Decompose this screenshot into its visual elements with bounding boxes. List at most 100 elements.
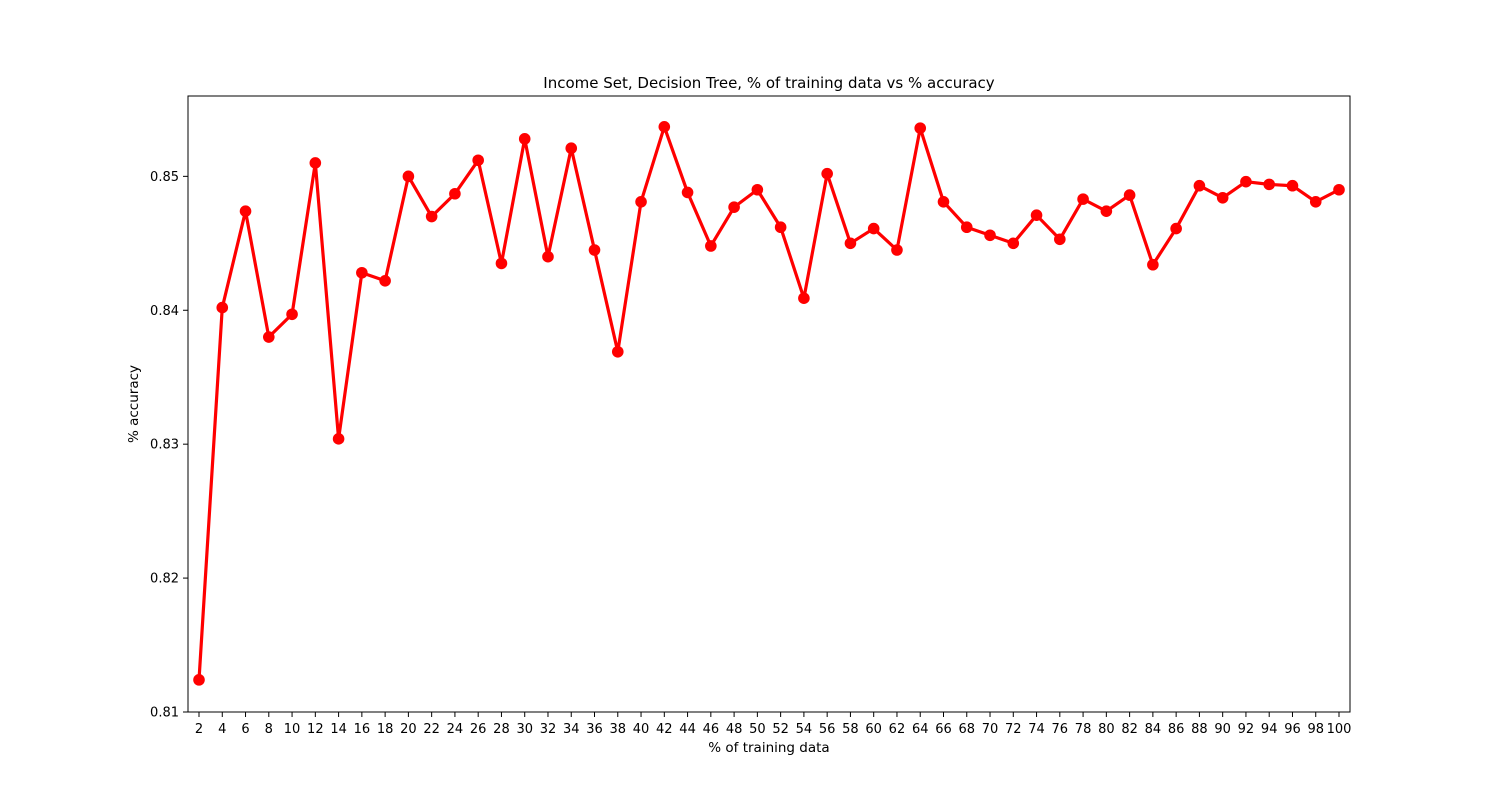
data-point bbox=[798, 292, 810, 305]
data-point bbox=[309, 157, 322, 169]
data-point bbox=[425, 210, 438, 223]
y-tick-label: 0.82 bbox=[150, 572, 179, 587]
x-tick-label: 34 bbox=[563, 722, 580, 737]
y-tick-label: 0.84 bbox=[150, 304, 179, 319]
x-tick-label: 62 bbox=[889, 722, 906, 737]
data-point bbox=[402, 170, 415, 183]
x-tick-label: 78 bbox=[1075, 722, 1092, 737]
x-tick-label: 6 bbox=[241, 722, 249, 737]
x-tick-label: 36 bbox=[586, 722, 603, 737]
x-tick-label: 68 bbox=[958, 722, 975, 737]
data-point bbox=[658, 121, 671, 133]
data-point bbox=[891, 244, 903, 256]
y-axis: 0.81 0.82 0.83 0.84 0.85 bbox=[150, 170, 188, 721]
data-point bbox=[1309, 195, 1322, 208]
x-tick-label: 54 bbox=[796, 722, 813, 737]
data-point bbox=[914, 122, 927, 134]
x-tick-label: 92 bbox=[1238, 722, 1255, 737]
data-point bbox=[681, 186, 694, 199]
x-tick-label: 88 bbox=[1191, 722, 1208, 737]
series-layer bbox=[193, 121, 1345, 686]
data-point bbox=[1007, 237, 1020, 250]
x-axis-label: % of training data bbox=[708, 740, 829, 756]
x-tick-label: 86 bbox=[1168, 722, 1185, 737]
data-point bbox=[1263, 178, 1276, 191]
x-tick-label: 28 bbox=[493, 722, 510, 737]
x-tick-label: 72 bbox=[1005, 722, 1022, 737]
data-point bbox=[518, 133, 531, 145]
data-point bbox=[588, 244, 601, 256]
x-tick-label: 26 bbox=[470, 722, 487, 737]
x-tick-label: 8 bbox=[265, 722, 273, 737]
data-point bbox=[472, 154, 484, 167]
data-point bbox=[1100, 205, 1113, 217]
x-tick-label: 32 bbox=[540, 722, 557, 737]
x-tick-label: 58 bbox=[842, 722, 859, 737]
x-tick-label: 50 bbox=[749, 722, 766, 737]
x-tick-label: 20 bbox=[400, 722, 417, 737]
data-point bbox=[774, 221, 787, 234]
data-point bbox=[937, 195, 950, 208]
data-point bbox=[356, 266, 368, 279]
x-tick-label: 76 bbox=[1052, 722, 1069, 737]
x-tick-label: 80 bbox=[1098, 722, 1115, 737]
data-point bbox=[379, 275, 391, 287]
y-tick-label: 0.81 bbox=[150, 706, 179, 721]
x-tick-label: 4 bbox=[218, 722, 226, 737]
data-point bbox=[565, 142, 578, 155]
data-point bbox=[1030, 209, 1043, 221]
data-point bbox=[751, 183, 764, 196]
data-point bbox=[1123, 189, 1136, 201]
x-tick-label: 46 bbox=[703, 722, 720, 737]
x-axis: 2 4 6 8 10 12 14 16 18 20 22 24 26 28 30 32 34 36 38 40 42 44… bbox=[195, 712, 1352, 737]
x-tick-label: 52 bbox=[772, 722, 789, 737]
x-tick-label: 48 bbox=[726, 722, 743, 737]
data-point bbox=[495, 257, 508, 270]
data-point bbox=[542, 250, 554, 263]
data-point bbox=[1170, 222, 1182, 235]
data-point bbox=[844, 237, 857, 250]
plot-area bbox=[187, 95, 1351, 713]
series-line bbox=[197, 125, 1340, 680]
x-tick-label: 14 bbox=[330, 722, 347, 737]
data-point bbox=[1147, 258, 1159, 271]
x-tick-label: 12 bbox=[307, 722, 324, 737]
data-point bbox=[216, 301, 229, 314]
x-tick-label: 56 bbox=[819, 722, 836, 737]
data-point bbox=[705, 240, 717, 252]
x-tick-label: 100 bbox=[1327, 722, 1352, 737]
x-tick-label: 44 bbox=[679, 722, 696, 737]
x-tick-label: 30 bbox=[516, 722, 533, 737]
x-tick-label: 40 bbox=[633, 722, 650, 737]
y-axis-label: % accuracy bbox=[126, 365, 142, 443]
x-tick-label: 64 bbox=[912, 722, 929, 737]
data-point bbox=[960, 221, 973, 234]
data-point bbox=[1216, 191, 1229, 204]
data-point bbox=[1240, 175, 1252, 188]
x-tick-label: 18 bbox=[377, 722, 394, 737]
x-tick-label: 10 bbox=[284, 722, 301, 737]
data-point bbox=[611, 345, 624, 358]
x-tick-label: 94 bbox=[1261, 722, 1278, 737]
data-point bbox=[635, 195, 647, 208]
x-tick-label: 2 bbox=[195, 722, 203, 737]
data-point bbox=[1286, 179, 1299, 192]
x-tick-label: 60 bbox=[865, 722, 882, 737]
chart-title: Income Set, Decision Tree, % of training… bbox=[543, 74, 995, 92]
data-point bbox=[984, 229, 996, 242]
data-point bbox=[262, 331, 275, 343]
x-tick-label: 38 bbox=[610, 722, 627, 737]
data-point bbox=[1077, 193, 1089, 205]
x-tick-label: 98 bbox=[1307, 722, 1324, 737]
x-tick-label: 82 bbox=[1121, 722, 1138, 737]
data-point bbox=[332, 433, 345, 445]
x-tick-label: 42 bbox=[656, 722, 673, 737]
x-tick-label: 24 bbox=[447, 722, 464, 737]
data-point bbox=[193, 674, 205, 686]
data-point bbox=[449, 187, 461, 200]
data-point bbox=[1333, 183, 1345, 196]
data-point bbox=[1054, 233, 1066, 246]
data-point bbox=[286, 308, 298, 321]
data-point bbox=[867, 222, 880, 235]
